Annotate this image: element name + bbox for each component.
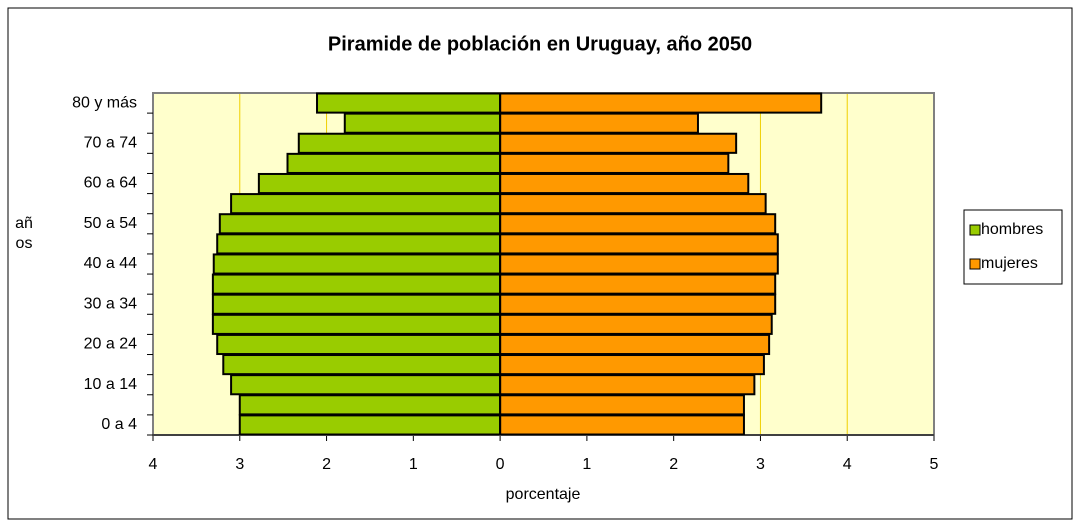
x-tick-label: 3 xyxy=(235,456,244,473)
legend-box xyxy=(963,209,1063,285)
bar xyxy=(316,92,502,114)
bar xyxy=(297,132,502,154)
bar xyxy=(211,273,502,295)
x-tick-label: 0 xyxy=(496,456,505,473)
bar xyxy=(499,293,777,315)
bar xyxy=(499,132,738,154)
bar xyxy=(286,152,502,174)
x-tick-label: 2 xyxy=(322,456,331,473)
bar xyxy=(211,293,502,315)
x-tick-label: 4 xyxy=(149,456,158,473)
bar xyxy=(499,394,745,416)
chart-title: Piramide de población en Uruguay, año 20… xyxy=(328,33,752,55)
bar xyxy=(499,253,779,275)
y-tick-label: 70 a 74 xyxy=(84,135,137,152)
bar xyxy=(499,273,777,295)
bar xyxy=(222,354,502,376)
bar xyxy=(499,152,730,174)
bar xyxy=(499,92,823,114)
legend-swatch xyxy=(969,224,981,236)
y-tick-label: 80 y más xyxy=(72,94,137,111)
bar xyxy=(499,414,745,436)
x-tick-label: 5 xyxy=(930,456,939,473)
bar xyxy=(499,313,773,335)
bar xyxy=(343,112,502,134)
bar xyxy=(499,213,777,235)
bar xyxy=(230,193,502,215)
bar xyxy=(499,354,765,376)
x-tick-label: 1 xyxy=(582,456,591,473)
bar xyxy=(499,112,699,134)
bar xyxy=(216,333,502,356)
bar xyxy=(499,233,779,255)
y-tick-label: 40 a 44 xyxy=(84,255,137,272)
bar xyxy=(499,193,767,215)
y-tick-label: 50 a 54 xyxy=(84,215,137,232)
y-tick-label: 30 a 34 xyxy=(84,295,137,312)
y-tick-label: 0 a 4 xyxy=(101,416,137,433)
x-axis-label: porcentaje xyxy=(506,486,581,503)
y-tick-label: 20 a 24 xyxy=(84,336,137,353)
x-tick-label: 3 xyxy=(756,456,765,473)
bar xyxy=(216,233,502,255)
legend-swatch xyxy=(969,258,981,270)
y-tick-label: 60 a 64 xyxy=(84,175,137,192)
bar xyxy=(499,333,771,356)
legend-label: hombres xyxy=(981,221,1043,238)
bar xyxy=(218,213,502,235)
bar xyxy=(499,374,756,396)
bar xyxy=(230,374,502,396)
bar xyxy=(238,394,502,416)
bar xyxy=(211,313,502,335)
x-tick-label: 1 xyxy=(409,456,418,473)
y-tick-label: 10 a 14 xyxy=(84,376,137,393)
x-tick-label: 2 xyxy=(669,456,678,473)
bar xyxy=(238,414,502,436)
bar xyxy=(212,253,502,275)
x-tick-label: 4 xyxy=(843,456,852,473)
bar xyxy=(499,172,750,195)
y-axis-label: años xyxy=(15,215,33,252)
bar xyxy=(257,172,502,195)
legend-label: mujeres xyxy=(981,255,1038,272)
